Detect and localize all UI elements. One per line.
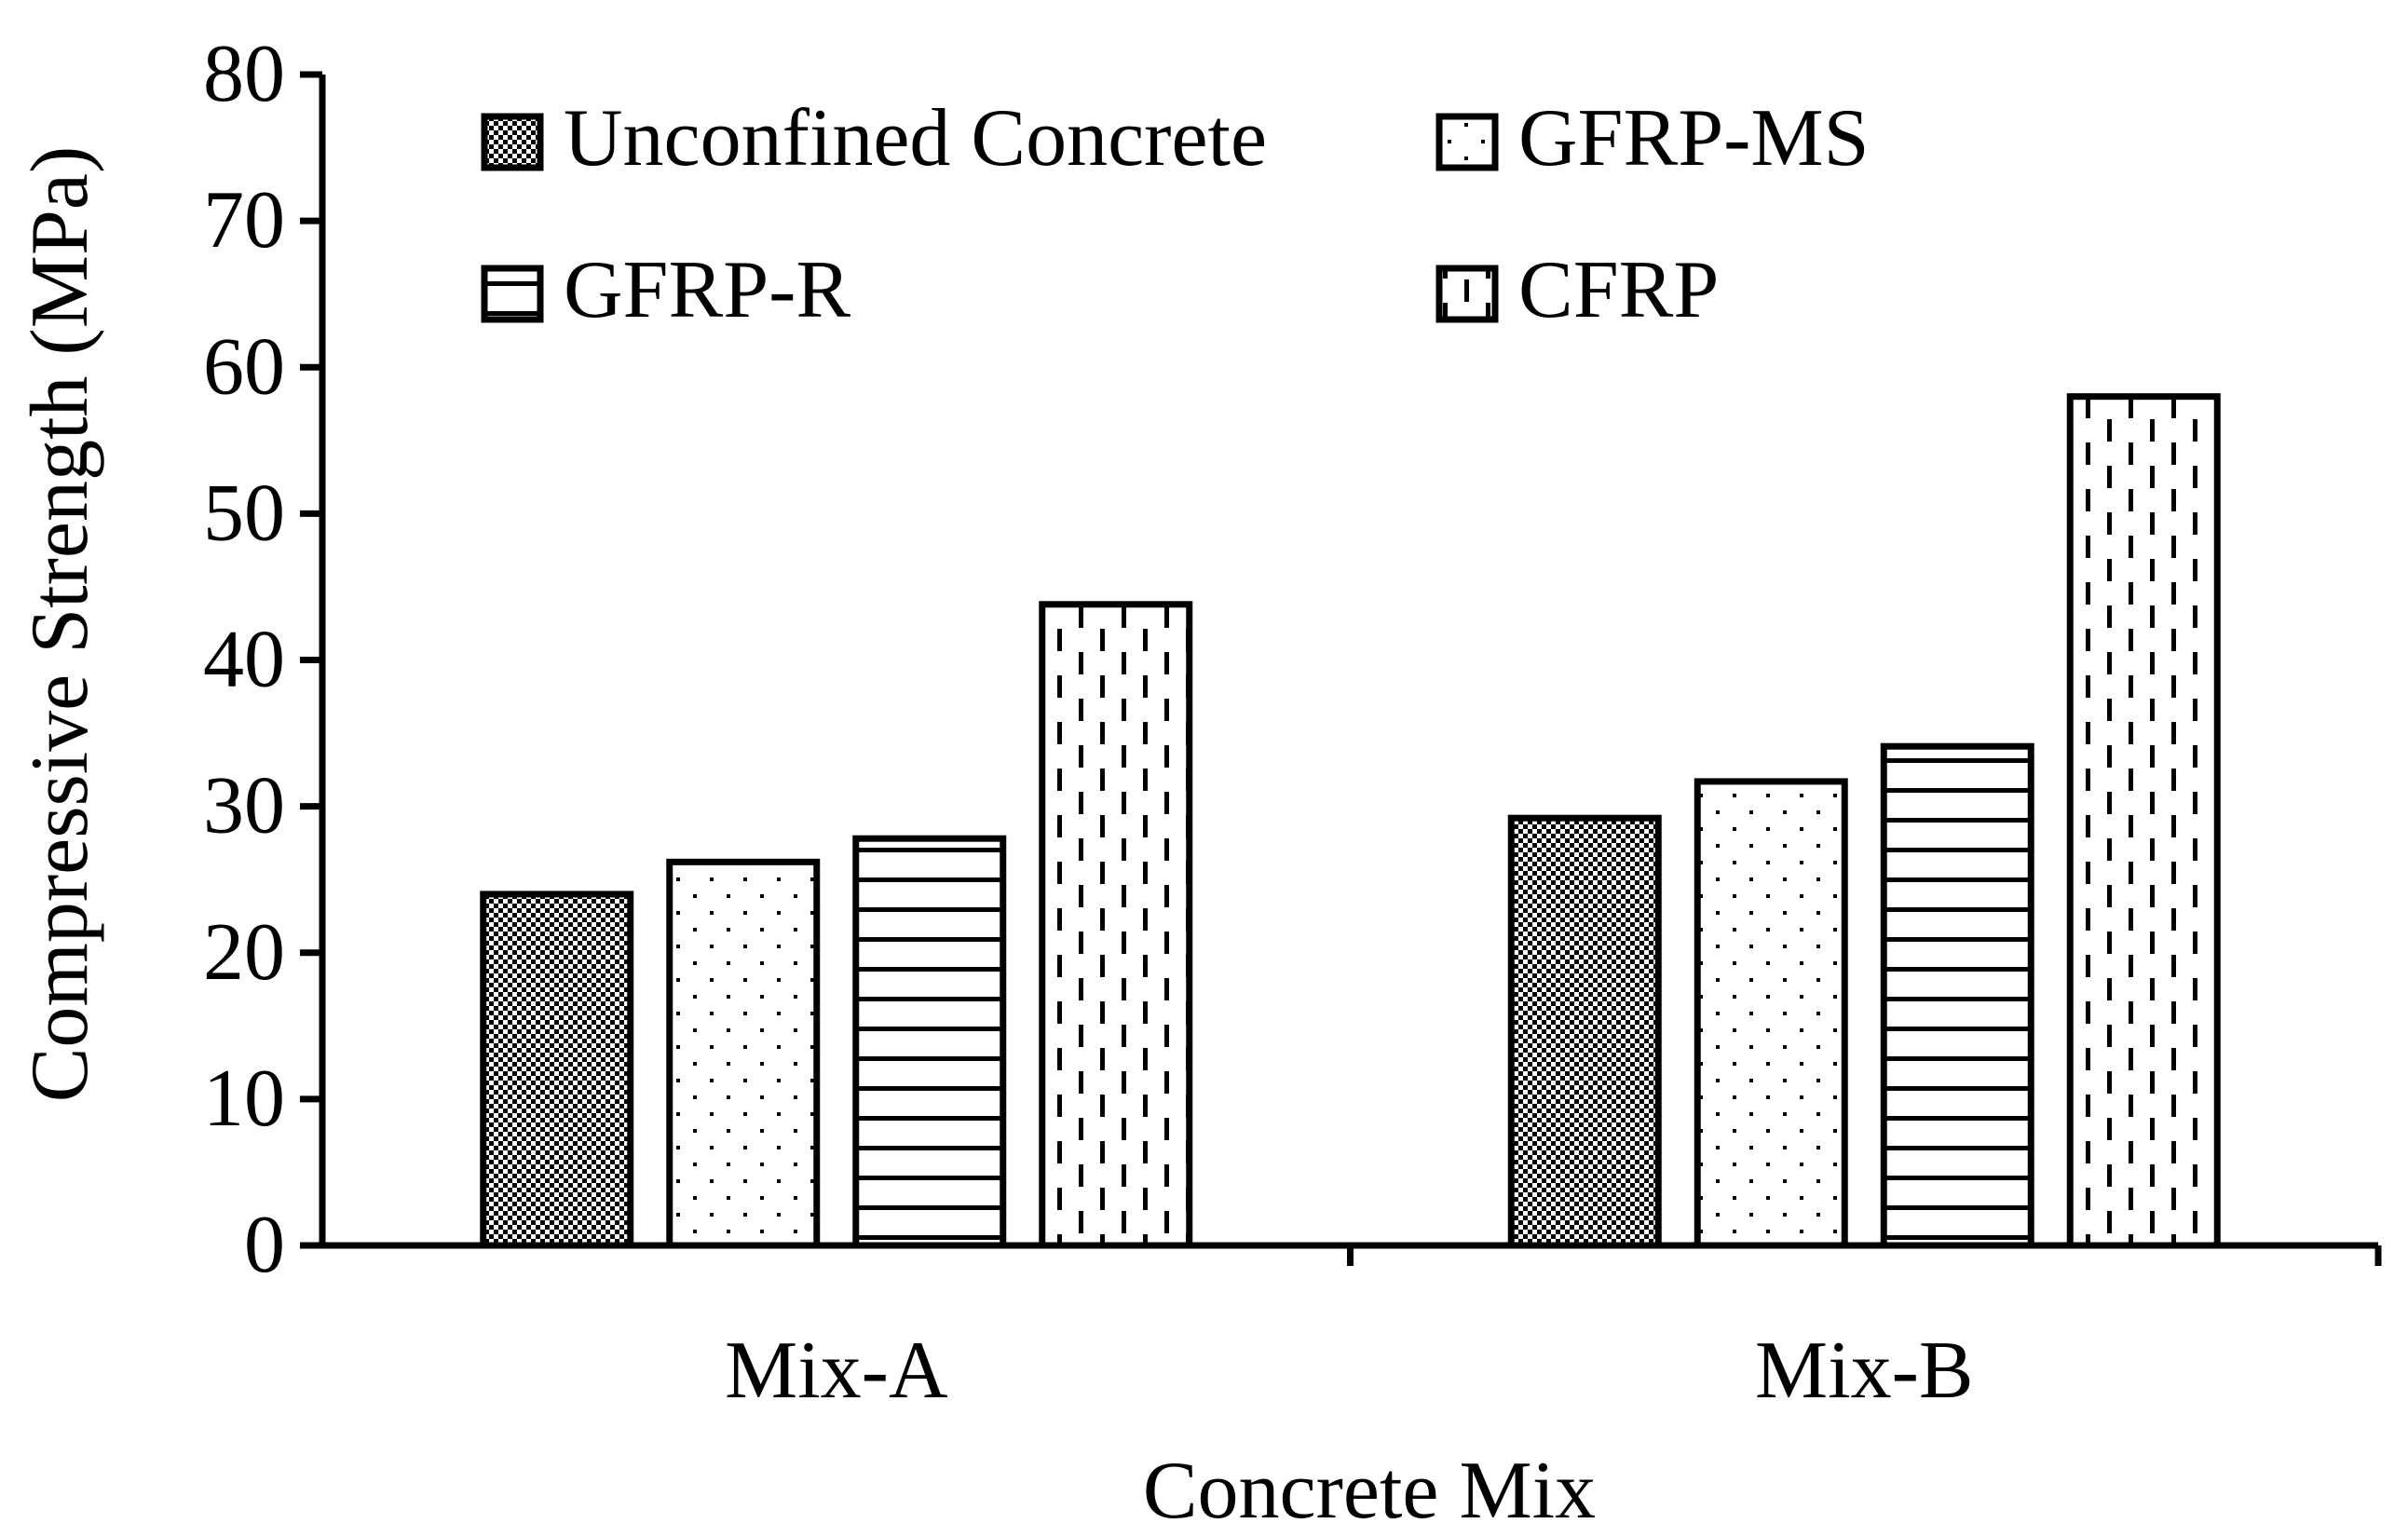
legend-swatch-unconfined-concrete bbox=[481, 113, 544, 171]
y-tick-label-50: 50 bbox=[203, 468, 285, 558]
bar-mix-a-unconfined-concrete bbox=[480, 891, 634, 1249]
axes-layer: Mix-A Mix-B 0 10 20 30 40 50 60 70 80 bbox=[203, 29, 2382, 1416]
bar-mix-a-gfrp-ms bbox=[666, 858, 821, 1249]
legend-label-cfrp: CFRP bbox=[1518, 245, 1719, 335]
bar-mix-b-cfrp bbox=[2066, 393, 2221, 1249]
y-axis-title: Compressive Strength (MPa) bbox=[15, 146, 105, 1103]
y-tick-label-80: 80 bbox=[203, 29, 285, 119]
legend-label-gfrp-ms: GFRP-MS bbox=[1518, 93, 1870, 184]
x-tick-label-mix-b: Mix-B bbox=[1755, 1326, 1974, 1416]
x-axis-title: Concrete Mix bbox=[1143, 1446, 1596, 1536]
y-tick-label-20: 20 bbox=[203, 907, 285, 998]
legend: Unconfined Concrete GFRP-MS GFRP-R CFRP bbox=[481, 93, 1870, 335]
legend-label-unconfined-concrete: Unconfined Concrete bbox=[564, 93, 1267, 184]
bar-mix-a-gfrp-r bbox=[852, 835, 1007, 1249]
y-tick-label-10: 10 bbox=[203, 1054, 285, 1144]
y-tick-label-40: 40 bbox=[203, 615, 285, 705]
bars-layer bbox=[480, 393, 2221, 1249]
bar-mix-b-gfrp-ms bbox=[1694, 778, 1848, 1249]
legend-swatch-gfrp-r bbox=[481, 265, 544, 323]
bar-mix-b-gfrp-r bbox=[1880, 742, 2034, 1249]
y-tick-label-70: 70 bbox=[203, 175, 285, 265]
legend-swatch-cfrp bbox=[1435, 265, 1499, 323]
bar-mix-a-cfrp bbox=[1039, 601, 1193, 1249]
bar-mix-b-unconfined-concrete bbox=[1507, 814, 1662, 1249]
y-tick-label-30: 30 bbox=[203, 761, 285, 851]
y-tick-label-0: 0 bbox=[244, 1200, 285, 1290]
legend-label-gfrp-r: GFRP-R bbox=[564, 245, 850, 335]
x-tick-label-mix-a: Mix-A bbox=[725, 1326, 948, 1416]
y-tick-label-60: 60 bbox=[203, 321, 285, 412]
legend-swatch-gfrp-ms bbox=[1435, 113, 1499, 171]
